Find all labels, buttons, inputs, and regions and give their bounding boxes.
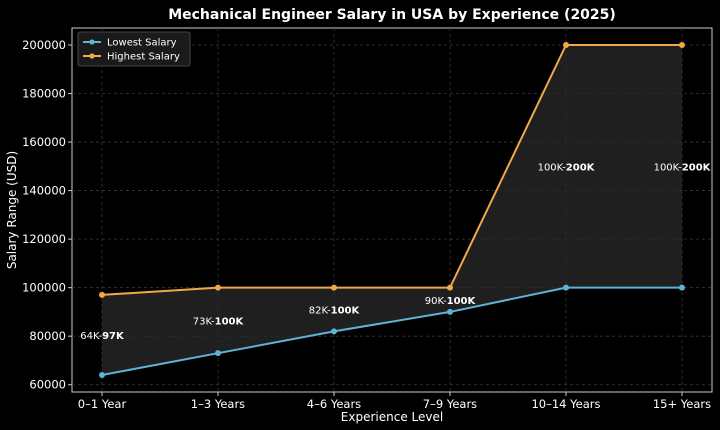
highest-salary-point	[331, 284, 337, 291]
highest-salary-point	[215, 284, 221, 291]
range-label-low: 64K-	[80, 331, 102, 342]
range-label: 82K-100K	[309, 305, 361, 316]
range-label-high: 200K	[682, 162, 712, 173]
highest-salary-point	[679, 41, 685, 48]
range-label: 90K-100K	[425, 296, 477, 307]
y-tick-label: 100000	[22, 281, 66, 295]
range-label-high: 100K	[331, 305, 361, 316]
series-lines	[99, 41, 685, 379]
legend-box	[77, 31, 191, 67]
range-label-low: 100K-	[654, 162, 683, 173]
lowest-salary-line	[101, 286, 682, 376]
range-label-high: 97K	[102, 331, 125, 342]
x-tick-label: 0–1 Year	[78, 397, 127, 411]
x-axis-ticks: 0–1 Year 1–3 Years 4–6 Years 7–9 Years 10–14…	[78, 392, 711, 411]
range-label: 73K-100K	[193, 316, 245, 327]
range-label-low: 90K-	[425, 296, 447, 307]
range-label-low: 82K-	[309, 305, 331, 316]
lowest-salary-point	[679, 284, 685, 291]
range-label-high: 200K	[566, 162, 596, 173]
legend-label-highest: Highest Salary	[107, 52, 180, 63]
y-axis-label: Salary Range (USD)	[5, 151, 19, 269]
legend-marker-lowest	[89, 39, 95, 45]
y-tick-label: 120000	[22, 232, 66, 246]
y-tick-label: 160000	[22, 135, 66, 149]
range-label-high: 100K	[215, 316, 245, 327]
y-tick-label: 180000	[22, 87, 66, 101]
range-label: 100K-200K	[538, 162, 596, 173]
lowest-salary-point	[99, 372, 105, 379]
y-tick-label: 80000	[29, 329, 66, 343]
highest-salary-line	[101, 43, 682, 296]
y-tick-label: 140000	[22, 184, 66, 198]
range-label: 64K-97K	[80, 331, 125, 342]
range-fill-area	[102, 44, 682, 376]
range-label-low: 73K-	[193, 316, 215, 327]
y-tick-label: 60000	[29, 378, 66, 392]
highest-salary-point	[447, 284, 453, 291]
x-tick-label: 7–9 Years	[423, 397, 477, 411]
y-tick-label: 200000	[22, 38, 66, 52]
range-label-low: 100K-	[538, 162, 567, 173]
x-tick-label: 4–6 Years	[307, 397, 361, 411]
x-tick-label: 1–3 Years	[191, 397, 245, 411]
y-axis-ticks: 60000 80000 100000 120000 140000 160000 180000…	[22, 38, 72, 392]
lowest-salary-point	[447, 308, 453, 315]
highest-salary-point	[99, 291, 105, 298]
range-labels: 64K-97K73K-100K82K-100K90K-100K100K-200K…	[80, 162, 711, 342]
x-axis-label: Experience Level	[341, 410, 443, 424]
chart-title: Mechanical Engineer Salary in USA by Exp…	[168, 7, 616, 23]
range-fill	[102, 44, 682, 376]
x-tick-label: 15+ Years	[653, 397, 711, 411]
legend: Lowest Salary Highest Salary	[77, 31, 191, 67]
highest-salary-point	[563, 41, 569, 48]
range-label-high: 100K	[447, 296, 477, 307]
legend-label-lowest: Lowest Salary	[107, 38, 177, 49]
lowest-salary-point	[215, 350, 221, 357]
range-label: 100K-200K	[654, 162, 712, 173]
legend-marker-highest	[89, 53, 95, 59]
x-tick-label: 10–14 Years	[531, 397, 600, 411]
lowest-salary-point	[563, 284, 569, 291]
lowest-salary-point	[331, 328, 337, 335]
